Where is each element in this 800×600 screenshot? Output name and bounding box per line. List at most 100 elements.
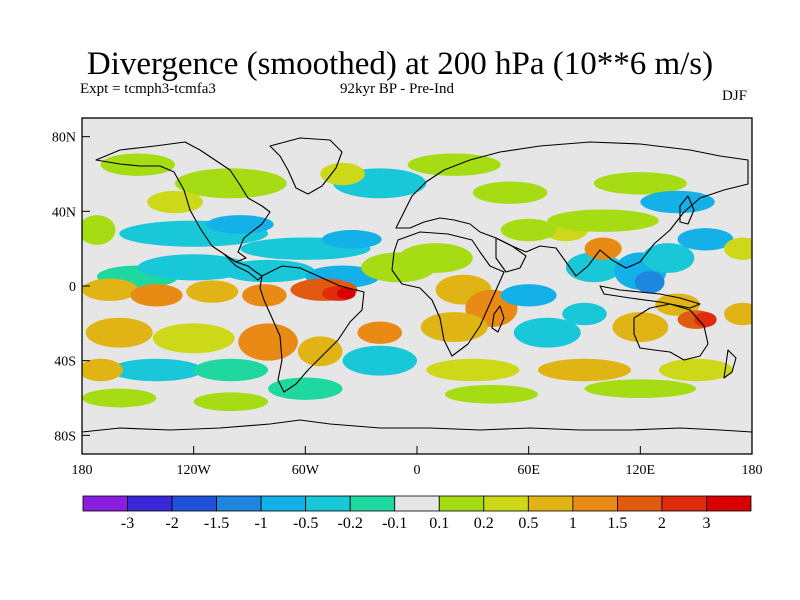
colorbar-label: 2 [658,515,666,532]
lon-tick-label: 120E [626,463,656,478]
colorbar: -3 -2 -1.5 -1 -0.5 -0.2 -0.1 0.1 0.2 0.5 1 1.5 2 3 [82,495,752,532]
field-patch [206,215,274,234]
colorbar-label: -1 [254,515,267,532]
colorbar-label: -0.2 [338,515,363,532]
field-patch [655,293,700,316]
colorbar-label: -0.1 [382,515,407,532]
field-patch [320,162,365,186]
coastline-australia [633,303,709,361]
field-patch [336,287,356,300]
field-patch [152,323,235,354]
field-patch [193,358,269,382]
divergence-field [82,153,752,412]
field-patch [221,259,315,283]
field-patch [584,237,622,260]
colorbar-label: -2 [165,515,178,532]
field-patch [584,379,697,398]
field-patch [547,209,659,232]
field-patch [472,181,548,204]
colorbar-swatch [438,495,485,512]
field-patch [242,284,287,307]
field-patch [322,230,382,249]
field-patch [537,358,632,382]
season-label: DJF [722,88,748,104]
colorbar-label: -3 [121,515,134,532]
field-patch [238,323,298,361]
field-patch [407,153,501,176]
field-patch [500,218,557,242]
field-patch [612,312,669,343]
colorbar-label: -1.5 [204,515,229,532]
field-patch [175,168,287,199]
lon-tick-label: 120W [177,463,212,478]
coastline-antarctica [82,419,752,433]
field-patch [634,271,665,294]
field-patch [640,190,715,214]
field-patch [513,317,581,348]
colorbar-swatch [483,495,529,512]
lat-tick-label: 40S [54,355,76,370]
field-patch [420,312,488,343]
field-patch [724,237,752,260]
field-patch [562,302,607,326]
field-patch [658,358,734,382]
field-patch [82,388,157,408]
colorbar-swatch [572,495,618,512]
field-patch [426,358,520,382]
colorbar-swatch [617,495,663,512]
colorbar-swatch [127,495,173,512]
colorbar-label: -0.5 [293,515,318,532]
field-patch [186,280,239,303]
field-patch [398,243,473,273]
field-patch [593,172,687,195]
field-patch [565,252,622,283]
coastline-arabia [495,237,527,273]
colorbar-swatch [82,495,128,512]
lon-tick-label: 180 [72,463,93,478]
field-patch [357,321,403,344]
coastline-madagascar [491,305,505,333]
axis-ticks: 80N 40N 0 40S 80S 180 120W 60W 0 60E 120E 180 [52,131,763,478]
coastline-north-america [95,141,271,263]
lon-tick-label: 60W [292,463,320,478]
colorbar-label: 3 [702,515,710,532]
field-patch [268,377,343,400]
field-patch [82,358,123,382]
field-patch [82,278,138,301]
coastline-greenland [269,137,343,195]
field-patch [677,228,734,251]
colorbar-swatch [706,495,752,512]
coastline-indonesia [599,285,701,309]
lat-tick-label: 80N [52,131,76,146]
colorbar-label: 1.5 [607,515,627,532]
colorbar-label: 0.5 [518,515,538,532]
colorbar-swatch [527,495,574,512]
field-patch [297,336,343,367]
coastline-japan [679,195,695,225]
lat-tick-label: 40N [52,205,76,220]
field-patch [193,392,269,412]
field-patch [642,243,695,273]
field-patch [82,215,116,245]
lon-tick-label: 60E [517,463,540,478]
field-patch [500,284,557,307]
colorbar-label: 0.2 [474,515,494,532]
lon-tick-label: 180 [742,463,763,478]
field-patch [100,153,176,176]
colorbar-swatch [661,495,707,512]
field-patch [147,190,203,214]
colorbar-swatch [260,495,307,512]
colorbar-label: 0.1 [429,515,449,532]
lat-tick-label: 80S [54,429,76,444]
field-patch [85,317,153,348]
coastlines [82,137,752,433]
field-patch [109,358,203,382]
colorbar-swatch [349,495,396,512]
field-patch [342,345,417,376]
coastline-eurasia [395,141,749,277]
map-title: Divergence (smoothed) at 200 hPa (10**6 … [86,46,714,82]
period-label: 92kyr BP - Pre-Ind [340,81,455,97]
field-patch [724,302,752,326]
field-patch [694,312,717,328]
